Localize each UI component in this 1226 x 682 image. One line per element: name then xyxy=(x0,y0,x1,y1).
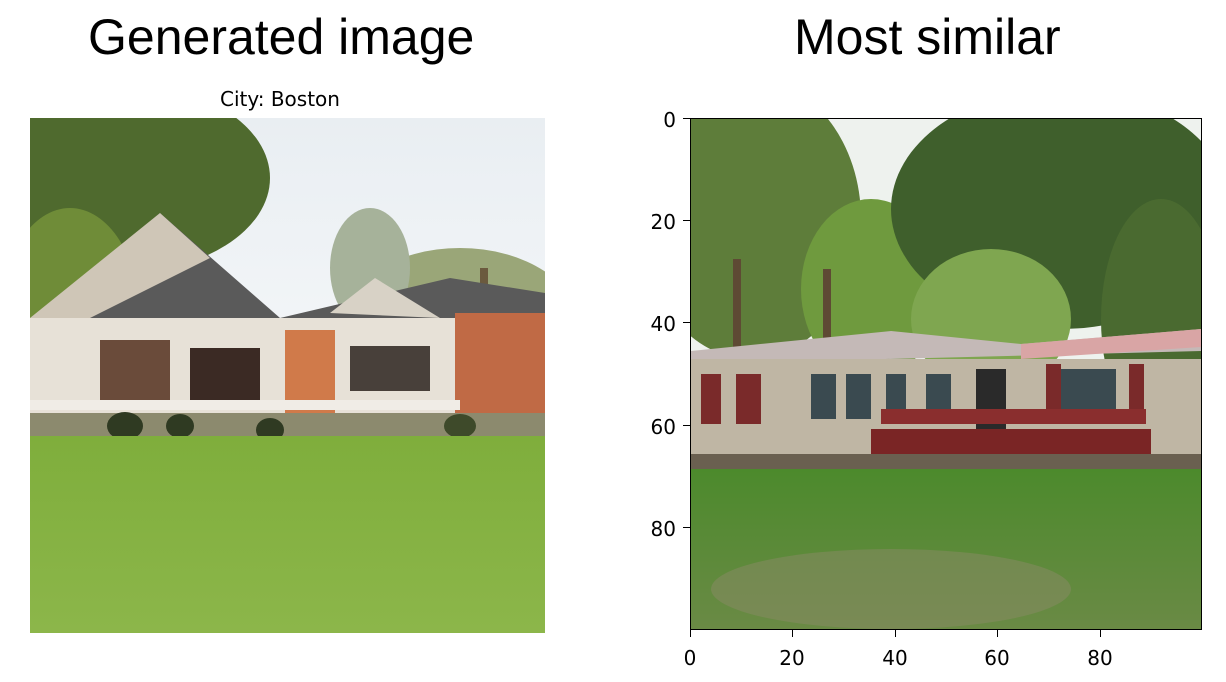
y-tick-label: 0 xyxy=(663,108,676,132)
generated-image-heading: Generated image xyxy=(88,9,475,65)
y-tick xyxy=(683,425,690,426)
x-tick xyxy=(1100,630,1101,637)
x-tick-label: 60 xyxy=(984,646,1010,670)
y-tick-label: 20 xyxy=(650,210,676,234)
y-tick xyxy=(683,220,690,221)
house-photo-icon xyxy=(691,119,1201,629)
x-tick-label: 20 xyxy=(779,646,805,670)
y-tick-label: 80 xyxy=(650,517,676,541)
y-tick-label: 40 xyxy=(650,312,676,336)
x-tick xyxy=(997,630,998,637)
most-similar-house-image xyxy=(690,118,1202,630)
y-tick xyxy=(683,527,690,528)
x-tick-label: 40 xyxy=(882,646,908,670)
most-similar-heading: Most similar xyxy=(794,9,1061,65)
house-photo-icon xyxy=(30,118,545,633)
y-tick-label: 60 xyxy=(650,415,676,439)
x-tick-label: 0 xyxy=(683,646,697,670)
x-tick-label: 80 xyxy=(1087,646,1113,670)
x-tick xyxy=(895,630,896,637)
generated-house-image xyxy=(30,118,545,633)
city-subtitle: City: Boston xyxy=(220,87,340,111)
x-tick xyxy=(690,630,691,637)
x-tick xyxy=(792,630,793,637)
y-tick xyxy=(683,118,690,119)
y-tick xyxy=(683,322,690,323)
